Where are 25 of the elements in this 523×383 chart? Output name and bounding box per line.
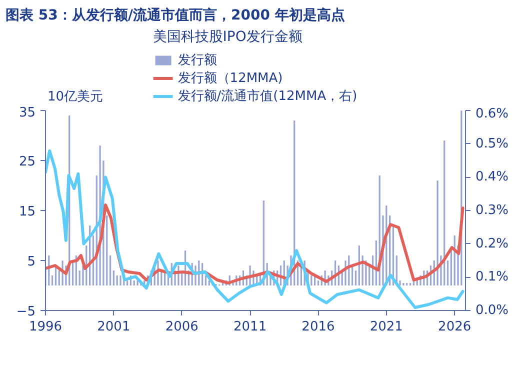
y-axis-title: 10亿美元 [48,88,104,104]
x-tick-label: 2026 [438,320,472,334]
legend-title: 美国科技股IPO发行金额 [152,28,304,46]
x-tick-label: 2016 [302,320,335,334]
x-tick-label: 2006 [165,320,198,334]
y2-tick-label: 0.2% [476,236,509,252]
y2-tick-label: 0.6% [476,106,509,122]
x-tick-label: 2011 [234,320,267,334]
y-tick-label: 5 [27,254,36,270]
legend-label: 发行额 [178,52,217,69]
y-tick-label: 25 [18,154,36,170]
y-tick-label: 35 [18,106,36,120]
x-tick-label: 1996 [28,320,62,334]
x-tick-label: 2001 [97,320,130,334]
y-tick-label: −5 [16,304,36,320]
legend-label: 发行额（12MMA) [178,70,283,87]
y2-tick-label: 0.0% [476,303,509,318]
chart-title: 图表 53：从发行额/流通市值而言，2000 年初是高点 [6,6,345,24]
y2-tick-label: 0.4% [476,170,509,185]
y2-tick-label: 0.3% [476,203,509,218]
legend-label: 发行额/流通市值(12MMA，右) [178,88,358,105]
x-tick-label: 2021 [370,320,403,334]
y2-tick-label: 0.1% [476,270,509,285]
y2-tick-label: 0.5% [476,136,509,152]
y-tick-label: 15 [18,204,36,220]
